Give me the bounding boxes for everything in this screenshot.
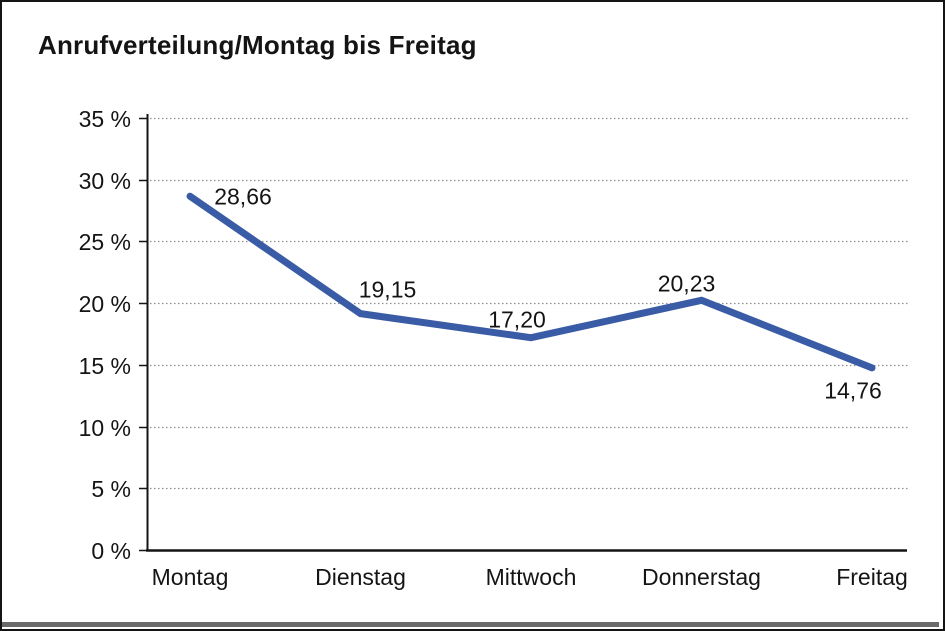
x-axis-label: Freitag: [836, 564, 908, 590]
x-axis-label: Mittwoch: [485, 564, 577, 590]
x-axis-label: Donnerstag: [642, 564, 761, 590]
y-axis-label: 30 %: [78, 167, 131, 194]
x-axis-label: Montag: [151, 564, 229, 590]
y-axis-label: 10 %: [78, 414, 131, 441]
y-axis-label: 0 %: [91, 537, 131, 564]
y-axis-label: 15 %: [78, 352, 131, 379]
data-point-label: 20,23: [657, 270, 716, 297]
window-bottom-edge: [2, 622, 939, 627]
chart-title: Anrufverteilung/Montag bis Freitag: [38, 30, 477, 60]
x-axis-label: Dienstag: [315, 564, 406, 590]
data-point-label: 28,66: [214, 183, 272, 210]
y-axis-label: 25 %: [78, 228, 131, 255]
data-point-label: 17,20: [488, 306, 546, 333]
data-point-label: 19,15: [358, 276, 417, 303]
y-axis-label: 35 %: [78, 105, 131, 132]
data-line-anrufverteilung: [186, 192, 876, 372]
y-axis-label: 5 %: [91, 475, 131, 502]
data-point-label: 14,76: [824, 377, 882, 404]
y-axis-label: 20 %: [78, 290, 131, 317]
